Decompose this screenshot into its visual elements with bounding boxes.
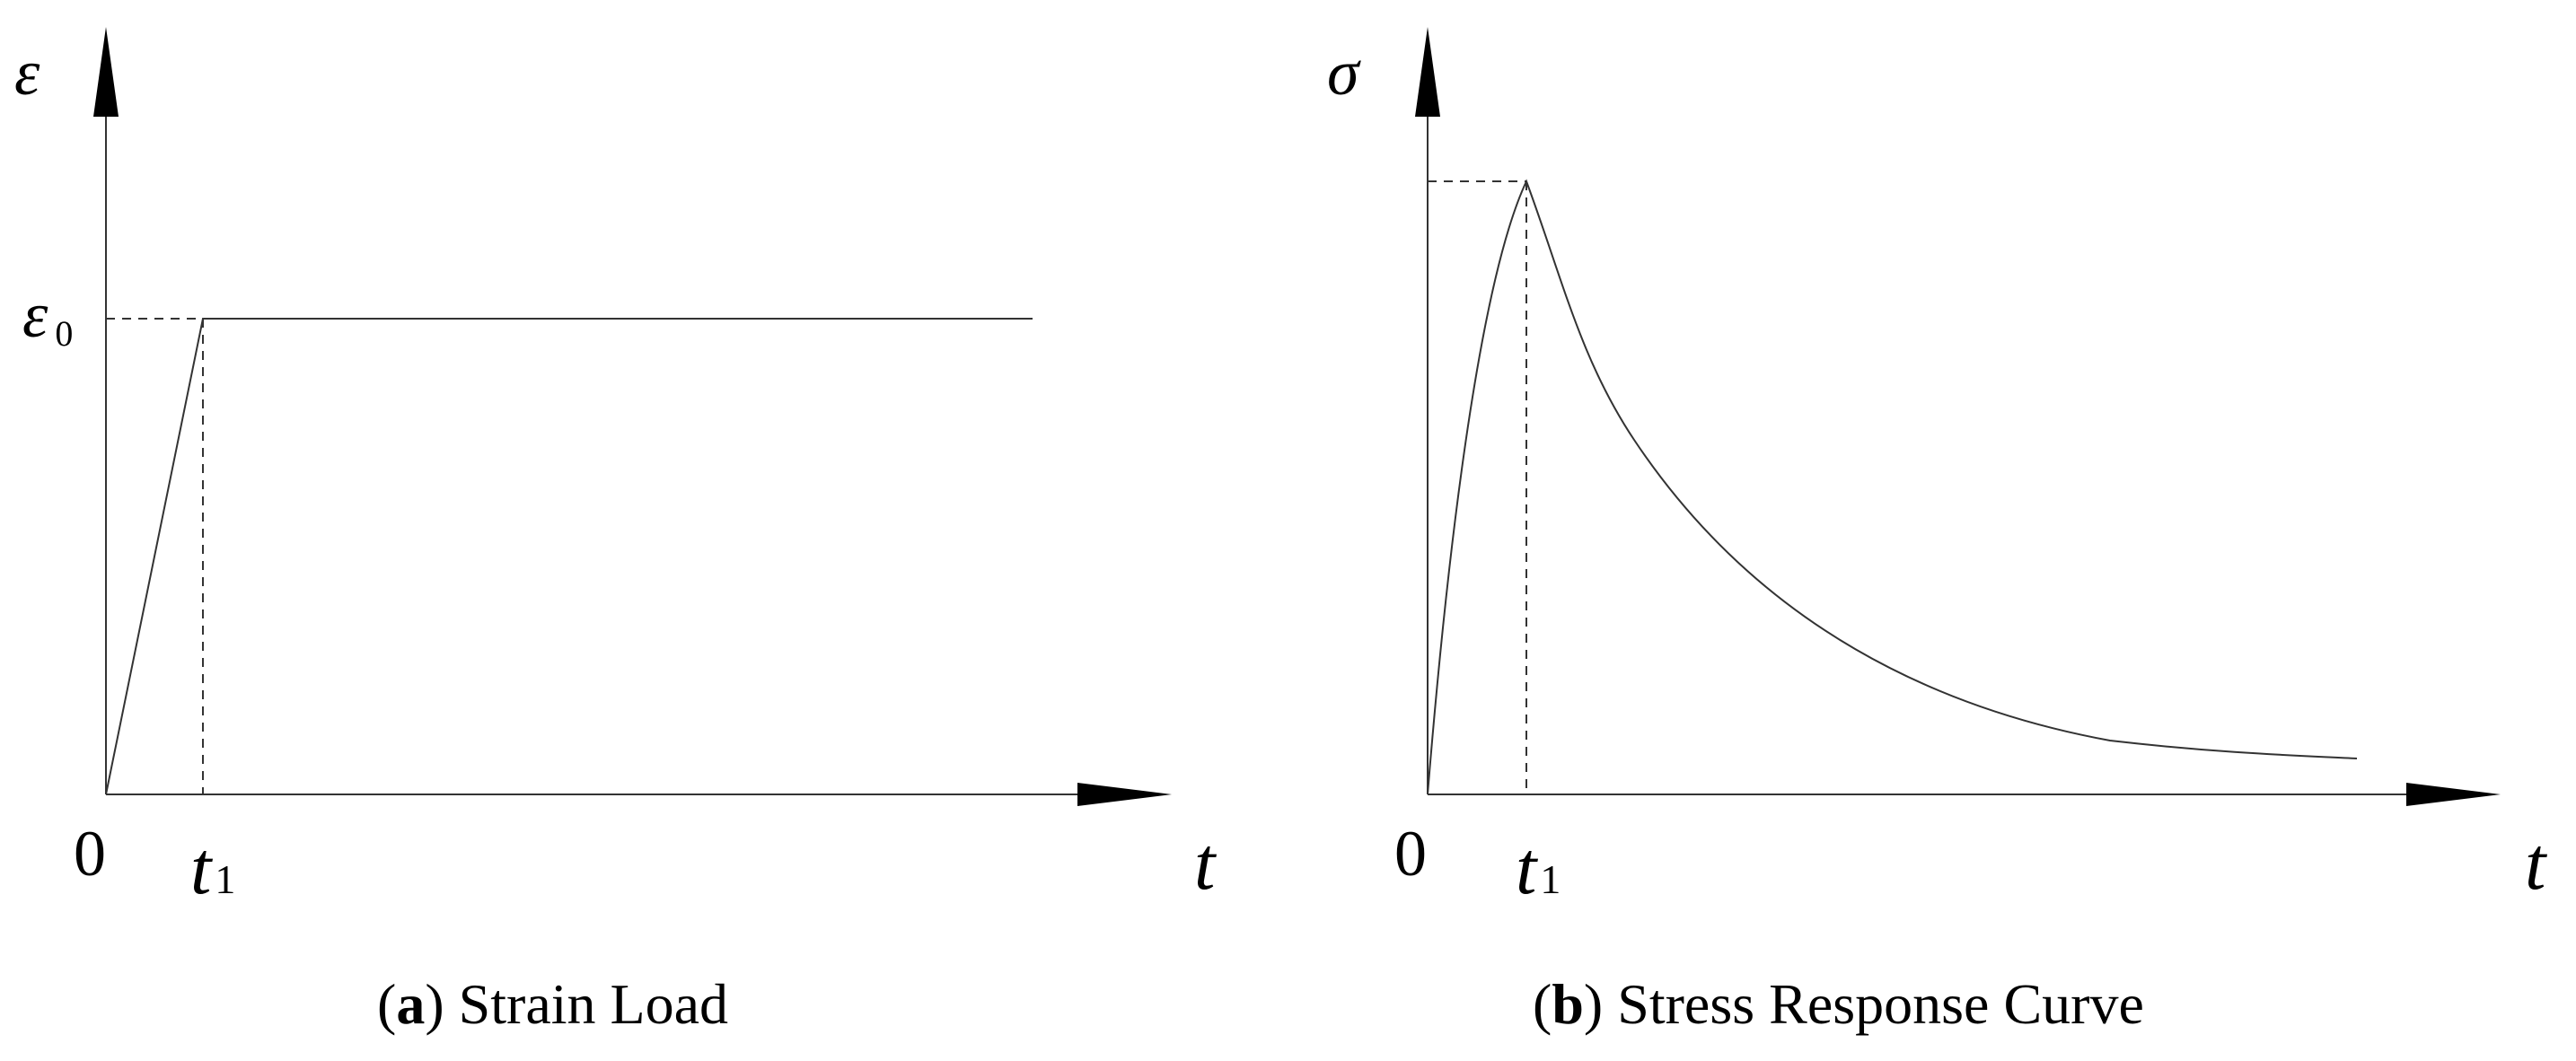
panel-a-origin-label: 0 (74, 818, 106, 890)
panel-a-y-axis-label: ε (14, 37, 40, 109)
panel-a-x-axis-arrowhead (1077, 783, 1172, 806)
panel-a-caption-letter: a (396, 972, 425, 1036)
panel-b-t1-symbol: t (1516, 827, 1539, 910)
panel-b-origin-label: 0 (1394, 818, 1427, 890)
panel-b-caption-letter: b (1552, 972, 1584, 1036)
panel-b-stress-response: σ 0 t1 t (b) Stress Response Curve (1327, 27, 2548, 1036)
panel-b-stress-curve (1427, 179, 2358, 795)
panel-b-t1-subscript: 1 (1540, 856, 1561, 902)
panel-b-caption: (b) Stress Response Curve (1533, 972, 2144, 1036)
panel-b-t1-label: t1 (1516, 827, 1561, 910)
panel-a-strain-curve (105, 318, 1033, 795)
panel-a-caption-text: Strain Load (459, 972, 728, 1036)
panel-a-t1-symbol: t (190, 827, 214, 910)
panel-a-y-axis-arrowhead (93, 27, 119, 117)
panel-b-caption-text: Stress Response Curve (1617, 972, 2144, 1036)
panel-b-y-axis-arrowhead (1415, 27, 1440, 117)
panel-a-epsilon0-subscript: 0 (55, 313, 73, 354)
panel-a-x-axis-label: t (1194, 822, 1218, 906)
panel-a-caption: (a) Strain Load (377, 972, 728, 1036)
panel-b-y-axis-label: σ (1327, 37, 1361, 109)
panel-b-x-axis-arrowhead (2406, 783, 2501, 806)
panel-a-t1-label: t1 (190, 827, 235, 910)
panel-a-epsilon0-symbol: ε (22, 279, 48, 351)
panel-b-x-axis-label: t (2525, 822, 2548, 906)
panel-a-t1-subscript: 1 (215, 856, 235, 902)
